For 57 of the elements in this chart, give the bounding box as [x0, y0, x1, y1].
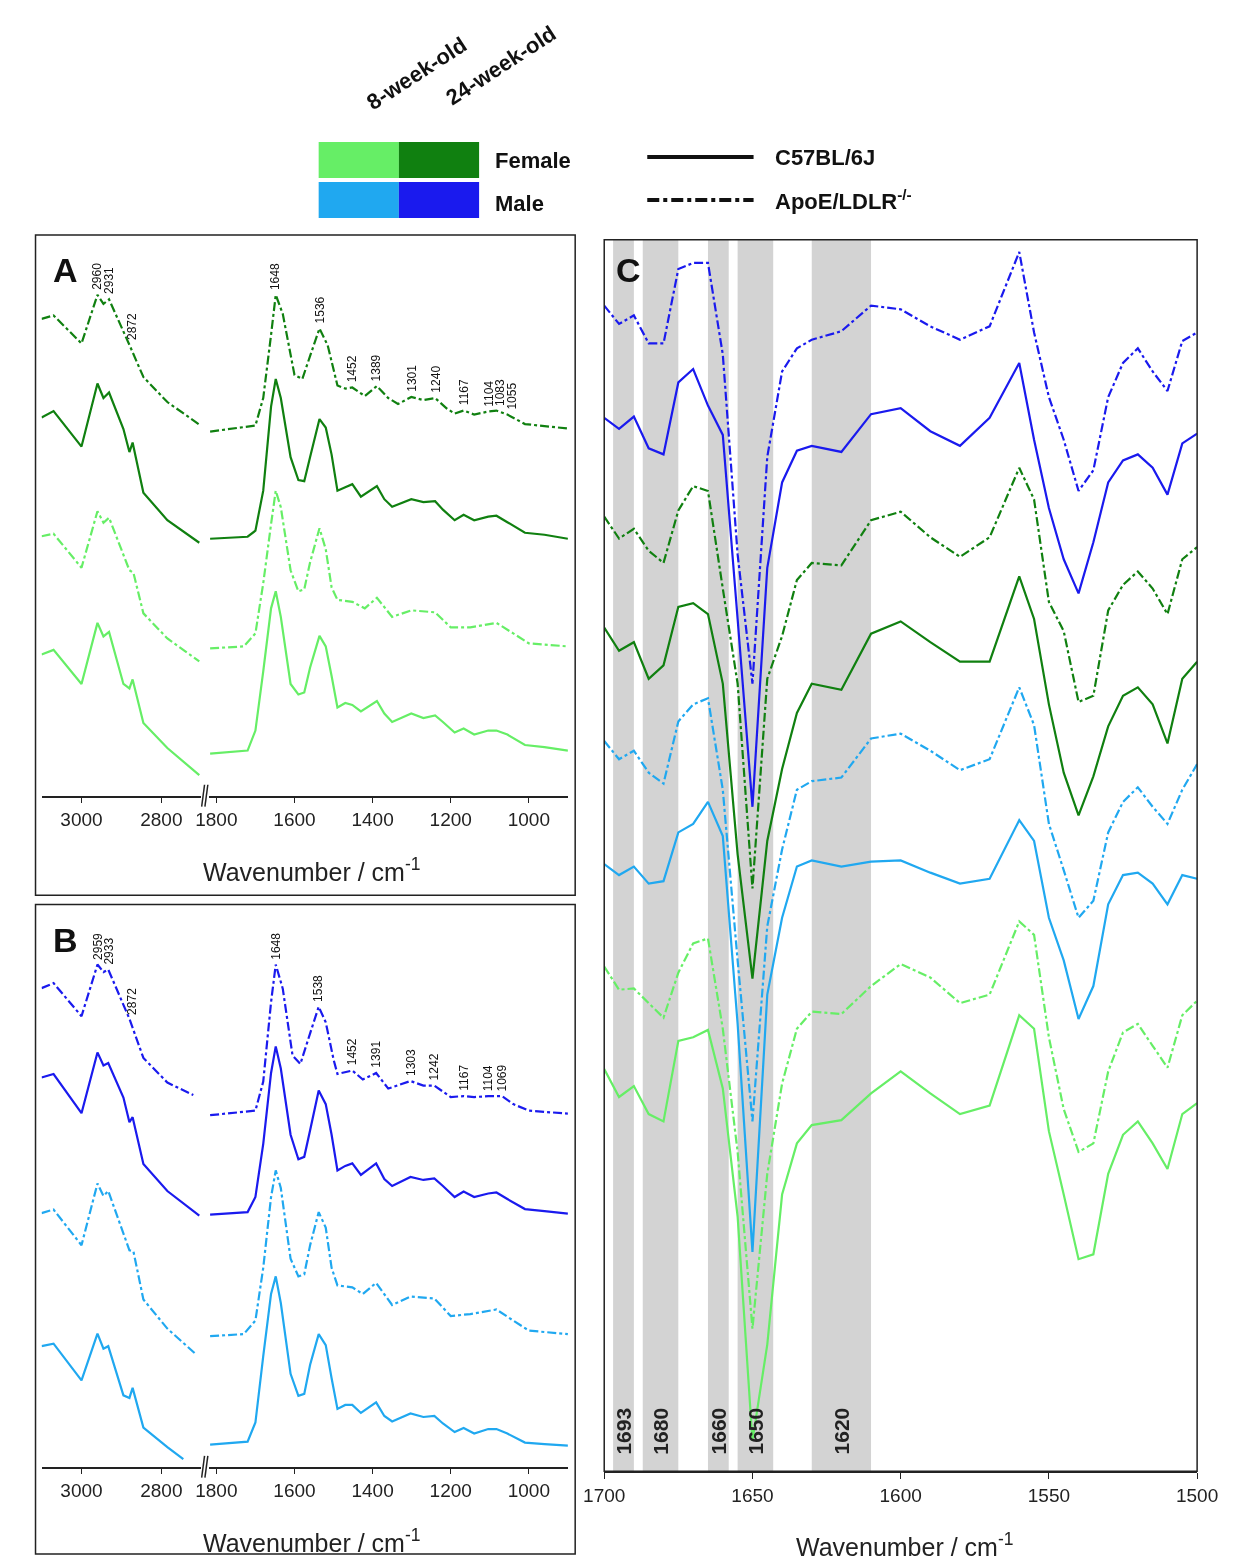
text: C57BL/6J [775, 145, 876, 170]
annotation: 2872 [125, 313, 140, 341]
x-axis-title: Wavenumber / cm$^{-1}$ [203, 854, 421, 886]
x-tick-label: 1650 [731, 1484, 774, 1506]
band-label: 1680 [649, 1407, 673, 1455]
annotation: 1452 [345, 1038, 360, 1066]
annotation: 1055 [504, 382, 519, 410]
chart-title: B [53, 921, 78, 959]
chart-title: C [616, 251, 641, 289]
annotation: 1104 [481, 1065, 496, 1092]
x-tick-label: 1500 [1175, 1484, 1219, 1506]
x-tick-label: 3000 [60, 1480, 103, 1502]
x-tick-label: 2800 [140, 1480, 183, 1502]
annotation: 1648 [268, 263, 283, 291]
x-tick-label: 1600 [273, 1480, 316, 1502]
band-label: 1650 [744, 1407, 768, 1455]
x-tick-label: 3000 [60, 809, 103, 831]
annotation: 1303 [403, 1049, 418, 1077]
annotation: 2872 [125, 987, 140, 1015]
band-label: 1620 [830, 1407, 854, 1455]
annotation: 1301 [404, 364, 419, 392]
chart-title: A [53, 251, 78, 289]
annotation: 1389 [369, 354, 384, 382]
annotation: 2933 [102, 937, 117, 965]
annotation: 1648 [268, 932, 283, 960]
x-tick-label: 1000 [507, 1480, 550, 1502]
annotation: 1538 [311, 974, 326, 1002]
annotation: 1240 [428, 365, 443, 393]
annotation: 2931 [102, 266, 117, 294]
band-label: 1693 [612, 1407, 636, 1455]
x-tick-label: 1600 [273, 809, 316, 831]
annotation: 1536 [312, 296, 327, 324]
x-axis-title: Wavenumber / cm$^{-1}$ [203, 1525, 421, 1557]
annotation: 2960 [90, 262, 105, 290]
x-tick-label: 1000 [507, 809, 550, 831]
x-tick-label: 1600 [879, 1484, 922, 1506]
x-tick-label: 1700 [583, 1484, 626, 1506]
x-tick-label: 1550 [1027, 1484, 1071, 1506]
x-tick-label: 1800 [195, 1480, 238, 1502]
annotation: 1069 [495, 1064, 510, 1092]
x-axis-title: Wavenumber / cm$^{-1}$ [796, 1529, 1014, 1557]
x-tick-label: 1200 [429, 1480, 472, 1502]
annotation: 2959 [90, 932, 105, 960]
x-tick-label: 1800 [195, 809, 238, 831]
text: ApoE/LDLR$^{-/-}$ [775, 186, 912, 215]
annotation: 1242 [427, 1053, 442, 1081]
x-tick-label: 1400 [351, 809, 394, 831]
x-tick-label: 1200 [429, 809, 472, 831]
annotation: 1167 [457, 379, 472, 406]
text: Female [495, 148, 571, 173]
text: Male [495, 191, 544, 216]
x-tick-label: 2800 [140, 809, 183, 831]
band-label: 1660 [707, 1407, 731, 1455]
annotation: 1167 [456, 1064, 471, 1091]
x-tick-label: 1400 [351, 1480, 394, 1502]
annotation: 1452 [345, 355, 360, 383]
annotation: 1391 [368, 1040, 383, 1068]
